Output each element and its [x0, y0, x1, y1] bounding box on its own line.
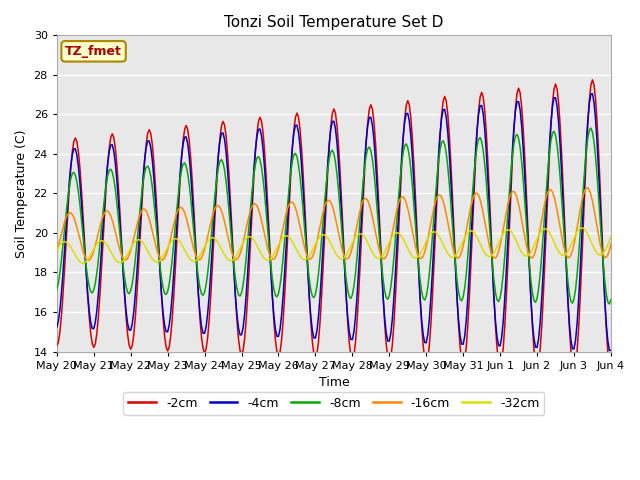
Text: TZ_fmet: TZ_fmet — [65, 45, 122, 58]
Title: Tonzi Soil Temperature Set D: Tonzi Soil Temperature Set D — [224, 15, 444, 30]
Legend: -2cm, -4cm, -8cm, -16cm, -32cm: -2cm, -4cm, -8cm, -16cm, -32cm — [124, 392, 545, 415]
Y-axis label: Soil Temperature (C): Soil Temperature (C) — [15, 129, 28, 258]
X-axis label: Time: Time — [319, 376, 349, 389]
